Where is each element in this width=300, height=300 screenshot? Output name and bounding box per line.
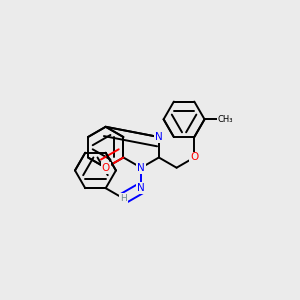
Text: CH₃: CH₃ [217, 115, 233, 124]
Text: O: O [190, 152, 198, 163]
Text: H: H [120, 194, 127, 203]
Text: N: N [137, 163, 145, 173]
Text: N: N [155, 132, 163, 142]
Text: N: N [137, 183, 145, 193]
Text: O: O [102, 163, 110, 173]
